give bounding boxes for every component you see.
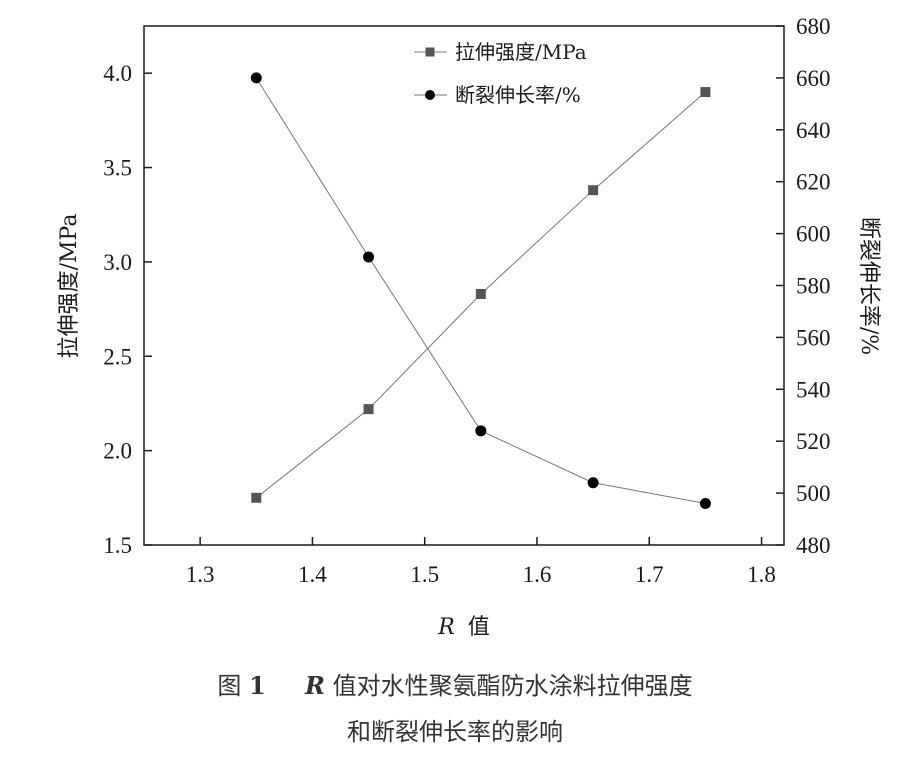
legend-marker-circle	[425, 90, 435, 100]
right-y-tick-label: 480	[796, 533, 831, 558]
figure-label: 图	[217, 672, 242, 700]
tensile-strength-point	[700, 87, 711, 98]
x-tick-label: 1.6	[523, 562, 552, 587]
right-y-tick-label: 520	[796, 429, 831, 454]
tensile-strength-point	[363, 404, 374, 415]
left-y-tick-label: 2.5	[103, 344, 132, 369]
figure-caption-line1: 图 1 R 值对水性聚氨酯防水涂料拉伸强度	[0, 666, 910, 701]
right-y-tick-label: 500	[796, 481, 831, 506]
left-y-tick-label: 3.0	[103, 250, 132, 275]
x-tick-label: 1.5	[410, 562, 439, 587]
tensile-strength-point	[588, 185, 599, 196]
right-y-tick-label: 680	[796, 14, 831, 39]
chart: 1.3 1.4 1.5 1.6 1.7 1.8 1.5 2.0 2.5 3.0 3.5 4.0 48…	[57, 14, 881, 640]
right-y-tick-label: 600	[796, 222, 831, 247]
figure-number: 1	[249, 671, 266, 700]
x-axis-variable: R	[437, 615, 455, 640]
x-tick-label: 1.4	[298, 562, 327, 587]
figure-caption-line2: 和断裂伸长率的影响	[0, 712, 910, 747]
right-y-tick-label: 660	[796, 66, 831, 91]
right-y-tick-label: 640	[796, 118, 831, 143]
elongation-point	[475, 425, 487, 437]
right-y-tick-label: 580	[796, 274, 831, 299]
caption-text-1: 值对水性聚氨酯防水涂料拉伸强度	[332, 672, 693, 700]
x-tick-label: 1.3	[186, 562, 215, 587]
right-y-axis: 480 500 520 540 560 580 600 620 640 660 680	[776, 14, 831, 558]
elongation-point	[587, 477, 599, 489]
x-axis: 1.3 1.4 1.5 1.6 1.7 1.8	[186, 537, 776, 587]
tensile-strength-point	[251, 492, 262, 503]
right-y-axis-title: 断裂伸长率/%	[856, 217, 881, 355]
left-y-axis: 1.5 2.0 2.5 3.0 3.5 4.0	[103, 61, 152, 558]
legend-label-tensile: 拉伸强度/MPa	[455, 40, 587, 64]
x-axis-suffix: 值	[468, 615, 490, 640]
left-y-axis-title: 拉伸强度/MPa	[57, 214, 82, 359]
left-y-tick-label: 1.5	[103, 533, 132, 558]
elongation-point	[699, 497, 711, 509]
series-layer	[250, 72, 711, 509]
elongation-point	[250, 72, 262, 84]
legend-marker-square	[425, 47, 435, 57]
left-y-tick-label: 2.0	[103, 439, 132, 464]
left-y-tick-label: 3.5	[103, 156, 132, 181]
x-tick-label: 1.7	[635, 562, 664, 587]
legend: 拉伸强度/MPa 断裂伸长率/%	[414, 40, 587, 107]
caption-text-2: 和断裂伸长率的影响	[347, 718, 563, 746]
legend-label-elongation: 断裂伸长率/%	[455, 83, 581, 107]
caption-gap	[273, 672, 297, 700]
tensile-strength-point	[475, 288, 486, 299]
caption-variable: R	[305, 671, 325, 700]
left-y-tick-label: 4.0	[103, 61, 132, 86]
right-y-tick-label: 540	[796, 377, 831, 402]
x-tick-label: 1.8	[747, 562, 776, 587]
x-axis-title: R 值	[437, 615, 490, 640]
right-y-tick-label: 560	[796, 325, 831, 350]
right-y-tick-label: 620	[796, 170, 831, 195]
elongation-point	[363, 251, 375, 263]
